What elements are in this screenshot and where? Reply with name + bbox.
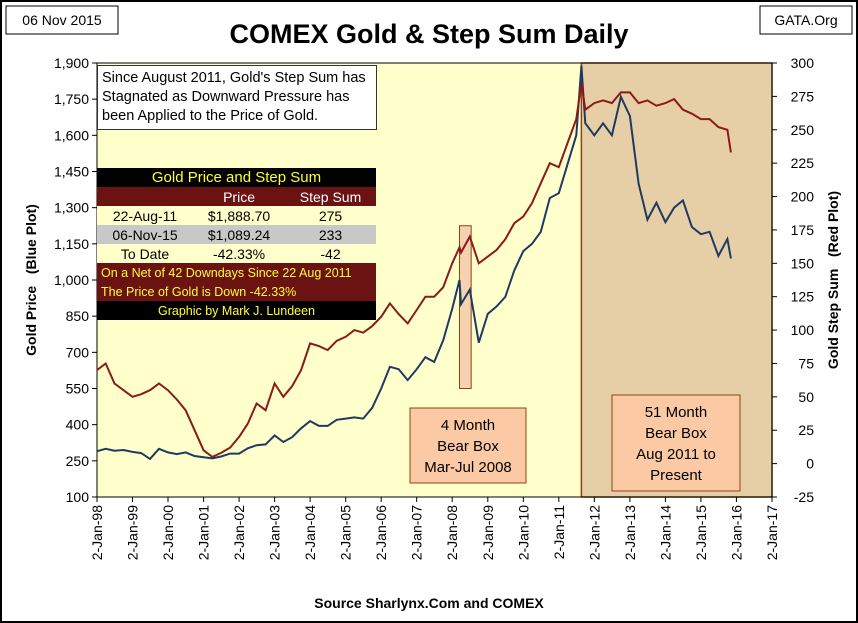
x-tick-label: 2-Jan-14 bbox=[657, 505, 673, 560]
y2-tick-label: 200 bbox=[791, 189, 815, 205]
x-tick-label: 2-Jan-16 bbox=[728, 505, 744, 560]
y-tick-label: 1,300 bbox=[54, 200, 89, 216]
table-cell: To Date bbox=[97, 244, 194, 263]
y2-tick-label: 225 bbox=[791, 155, 815, 171]
y2-tick-label: 300 bbox=[791, 55, 815, 71]
y-tick-label: 1,000 bbox=[54, 272, 89, 288]
y2-tick-label: 275 bbox=[791, 88, 815, 104]
x-tick-label: 2-Jan-99 bbox=[125, 505, 141, 560]
table-cell: -42.33% bbox=[193, 244, 286, 263]
y2-tick-label: 25 bbox=[798, 422, 814, 438]
annotation-text: Bear Box bbox=[645, 425, 707, 442]
table-row: On a Net of 42 Downdays Since 22 Aug 201… bbox=[97, 263, 376, 282]
x-axis-title: Source Sharlynx.Com and COMEX bbox=[314, 595, 544, 611]
x-tick-label: 2-Jan-10 bbox=[515, 505, 531, 560]
x-tick-label: 2-Jan-06 bbox=[373, 505, 389, 560]
y-tick-label: 400 bbox=[66, 417, 90, 433]
x-tick-label: 2-Jan-98 bbox=[89, 505, 105, 560]
y2-tick-label: 125 bbox=[791, 289, 815, 305]
y-tick-label: 850 bbox=[66, 308, 90, 324]
table-row: Gold Price and Step Sum bbox=[97, 168, 376, 187]
table-row: Price Step Sum bbox=[97, 187, 376, 206]
date-label: 06 Nov 2015 bbox=[22, 12, 102, 28]
table-cell: The Price of Gold is Down -42.33% bbox=[97, 282, 376, 301]
x-tick-label: 2-Jan-08 bbox=[444, 505, 460, 560]
series-line bbox=[96, 65, 732, 461]
annotation-box bbox=[409, 407, 527, 484]
date-box bbox=[5, 5, 119, 35]
y2-tick-label: 0 bbox=[806, 456, 814, 472]
table-cell: $1,089.24 bbox=[193, 225, 286, 244]
table-cell: Step Sum bbox=[285, 187, 376, 206]
bear-box-region bbox=[458, 225, 472, 389]
table-cell bbox=[97, 187, 194, 206]
x-tick-label: 2-Jan-17 bbox=[764, 505, 780, 560]
table-row: The Price of Gold is Down -42.33% bbox=[97, 282, 376, 301]
y2-tick-label: 150 bbox=[791, 255, 815, 271]
table-cell: -42 bbox=[285, 244, 376, 263]
source-tag: GATA.Org bbox=[774, 12, 837, 28]
summary-table: Gold Price and Step Sum Price Step Sum 22-A… bbox=[97, 168, 376, 320]
table-cell: 275 bbox=[285, 206, 376, 225]
table-cell: Price bbox=[193, 187, 286, 206]
y-tick-label: 1,150 bbox=[54, 236, 89, 252]
x-tick-label: 2-Jan-07 bbox=[409, 505, 425, 560]
y2-tick-label: 175 bbox=[791, 222, 815, 238]
x-tick-label: 2-Jan-00 bbox=[160, 505, 176, 560]
note: Since August 2011, Gold's Step Sum has S… bbox=[97, 65, 377, 130]
table-cell: Gold Price and Step Sum bbox=[97, 168, 376, 187]
table-cell: $1,888.70 bbox=[193, 206, 286, 225]
x-tick-label: 2-Jan-12 bbox=[586, 505, 602, 560]
source-box bbox=[759, 5, 853, 35]
x-tick-label: 2-Jan-11 bbox=[551, 505, 567, 559]
y2-axis-title: Gold Step Sum (Red Plot) bbox=[825, 191, 841, 369]
y-tick-label: 1,600 bbox=[54, 127, 89, 143]
table-cell: 06-Nov-15 bbox=[97, 225, 194, 244]
annotation-text: Mar-Jul 2008 bbox=[424, 459, 512, 476]
annotation-text: 51 Month bbox=[645, 404, 708, 421]
x-tick-label: 2-Jan-04 bbox=[302, 505, 318, 560]
x-tick-label: 2-Jan-05 bbox=[338, 505, 354, 560]
series-line bbox=[96, 82, 732, 459]
y-tick-label: 700 bbox=[66, 344, 90, 360]
table-row: To Date -42.33% -42 bbox=[97, 244, 376, 263]
y-tick-label: 250 bbox=[66, 453, 90, 469]
table-cell: Graphic by Mark J. Lundeen bbox=[97, 301, 376, 320]
x-tick-label: 2-Jan-01 bbox=[196, 505, 212, 560]
annotation-text: Aug 2011 to bbox=[636, 446, 716, 463]
y2-tick-label: -25 bbox=[794, 489, 814, 505]
y-tick-label: 1,450 bbox=[54, 164, 89, 180]
y2-tick-label: 100 bbox=[791, 322, 815, 338]
y-tick-label: 100 bbox=[66, 489, 90, 505]
table-row: Graphic by Mark J. Lundeen bbox=[97, 301, 376, 320]
table-cell: 22-Aug-11 bbox=[97, 206, 194, 225]
table-cell: On a Net of 42 Downdays Since 22 Aug 201… bbox=[97, 263, 376, 282]
y-tick-label: 1,750 bbox=[54, 91, 89, 107]
table-row: 22-Aug-11 $1,888.70 275 bbox=[97, 206, 376, 225]
y2-tick-label: 50 bbox=[798, 389, 814, 405]
y2-tick-label: 250 bbox=[791, 122, 815, 138]
x-tick-label: 2-Jan-09 bbox=[480, 505, 496, 560]
x-tick-label: 2-Jan-03 bbox=[267, 505, 283, 560]
x-tick-label: 2-Jan-15 bbox=[693, 505, 709, 560]
x-tick-label: 2-Jan-02 bbox=[231, 505, 247, 560]
table-cell: 233 bbox=[285, 225, 376, 244]
annotation-box bbox=[611, 394, 741, 492]
y-tick-label: 1,900 bbox=[54, 55, 89, 71]
y2-tick-label: 75 bbox=[798, 355, 814, 371]
y-axis-title: Gold Price (Blue Plot) bbox=[23, 204, 39, 356]
table-row: 06-Nov-15 $1,089.24 233 bbox=[97, 225, 376, 244]
y-tick-label: 550 bbox=[66, 381, 90, 397]
chart-title: COMEX Gold & Step Sum Daily bbox=[229, 19, 628, 49]
annotation-text: Present bbox=[650, 467, 703, 484]
annotation-text: 4 Month bbox=[441, 417, 495, 434]
x-tick-label: 2-Jan-13 bbox=[622, 505, 638, 560]
annotation-text: Bear Box bbox=[437, 438, 499, 455]
